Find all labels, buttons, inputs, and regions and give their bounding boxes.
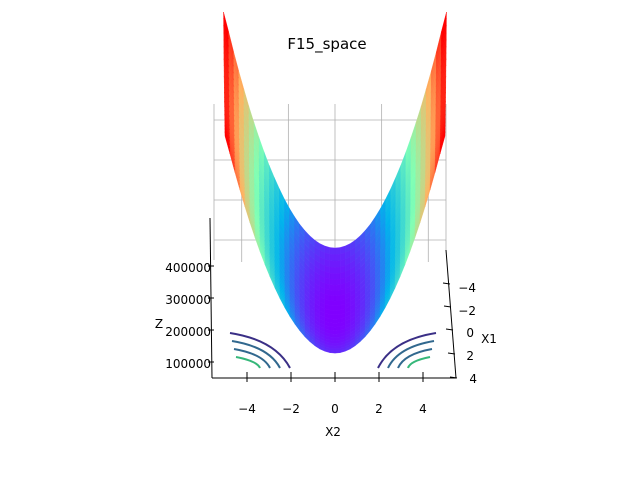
contour-line: [387, 340, 435, 369]
surface-patch: [334, 350, 341, 354]
x1-tick-label: 4: [469, 372, 477, 386]
contour-line: [231, 340, 281, 369]
x2-tick-label: 2: [375, 402, 383, 416]
chart-title: F15_space: [287, 35, 366, 54]
x2-tick-label: −4: [238, 402, 256, 416]
x1-tick-mark: [442, 282, 451, 285]
surface-patch: [334, 333, 341, 338]
x2-tick-label: 0: [331, 402, 339, 416]
z-axis-label: Z: [155, 317, 163, 331]
surface-patch: [334, 266, 341, 274]
surface-patch: [334, 300, 341, 307]
surface-patch: [329, 247, 336, 256]
surface-patch: [334, 318, 341, 324]
surface-patch: [329, 322, 336, 328]
x1-tick-mark: [447, 352, 456, 355]
z-tick-label: 200000: [165, 325, 211, 339]
surface-patch: [439, 131, 446, 155]
surface-patch: [329, 309, 336, 316]
x1-axis-label: X1: [481, 332, 497, 346]
surface-patch: [334, 290, 341, 297]
z-ticks: 400000 300000 200000 100000 Z: [155, 261, 214, 371]
contour-line: [229, 332, 291, 369]
x1-axis-line: [445, 249, 457, 379]
z-tick-label: 100000: [165, 357, 211, 371]
surface-patch: [329, 295, 336, 302]
x2-axis-label: X2: [325, 425, 341, 439]
surface-patch: [334, 284, 341, 292]
surface-patch: [329, 278, 336, 286]
x2-tick-label: −2: [282, 402, 300, 416]
surface-patch: [329, 333, 336, 338]
surface-patch: [329, 273, 336, 280]
x1-tick-mark: [449, 376, 458, 379]
x1-tick-mark: [445, 328, 454, 331]
surface-patch: [334, 278, 341, 286]
surface-patch: [334, 295, 341, 302]
contour-line: [407, 356, 431, 369]
surface-patch: [329, 300, 336, 307]
surface-patch: [329, 318, 336, 324]
floor-contours: [229, 332, 437, 369]
surface-patch: [329, 350, 336, 354]
x1-tick-label: −4: [458, 281, 476, 295]
surface-patch: [329, 266, 336, 274]
surface-patch: [334, 247, 341, 256]
x1-tick-label: −2: [458, 304, 476, 318]
z-tick-label: 300000: [165, 293, 211, 307]
surface-patch: [334, 322, 341, 328]
surface-patch: [329, 254, 336, 262]
x1-tick-label: 2: [466, 349, 474, 363]
surface-patch: [334, 260, 341, 268]
surface-patch: [329, 260, 336, 268]
x2-tick-label: 4: [419, 402, 427, 416]
x1-tick-mark: [443, 305, 452, 308]
x1-ticks: −4 −2 0 2 4 X1: [442, 281, 497, 386]
surface-patch: [329, 284, 336, 292]
surface-patch: [334, 254, 341, 262]
contour-line: [397, 348, 433, 369]
surface-patch: [334, 273, 341, 280]
surface-patch: [329, 305, 336, 311]
x1-tick-label: 0: [466, 326, 474, 340]
surface-mesh: [223, 11, 447, 354]
contour-line: [233, 348, 271, 369]
x2-ticks: −4 −2 0 2 4 X2: [238, 372, 427, 439]
surface-patch: [334, 314, 341, 320]
contour-line: [235, 356, 261, 369]
z-tick-label: 400000: [165, 261, 211, 275]
surface-patch: [329, 314, 336, 320]
surface-patch: [334, 305, 341, 311]
surface-patch: [334, 309, 341, 316]
surface-patch: [329, 290, 336, 297]
contour-line: [377, 332, 437, 369]
